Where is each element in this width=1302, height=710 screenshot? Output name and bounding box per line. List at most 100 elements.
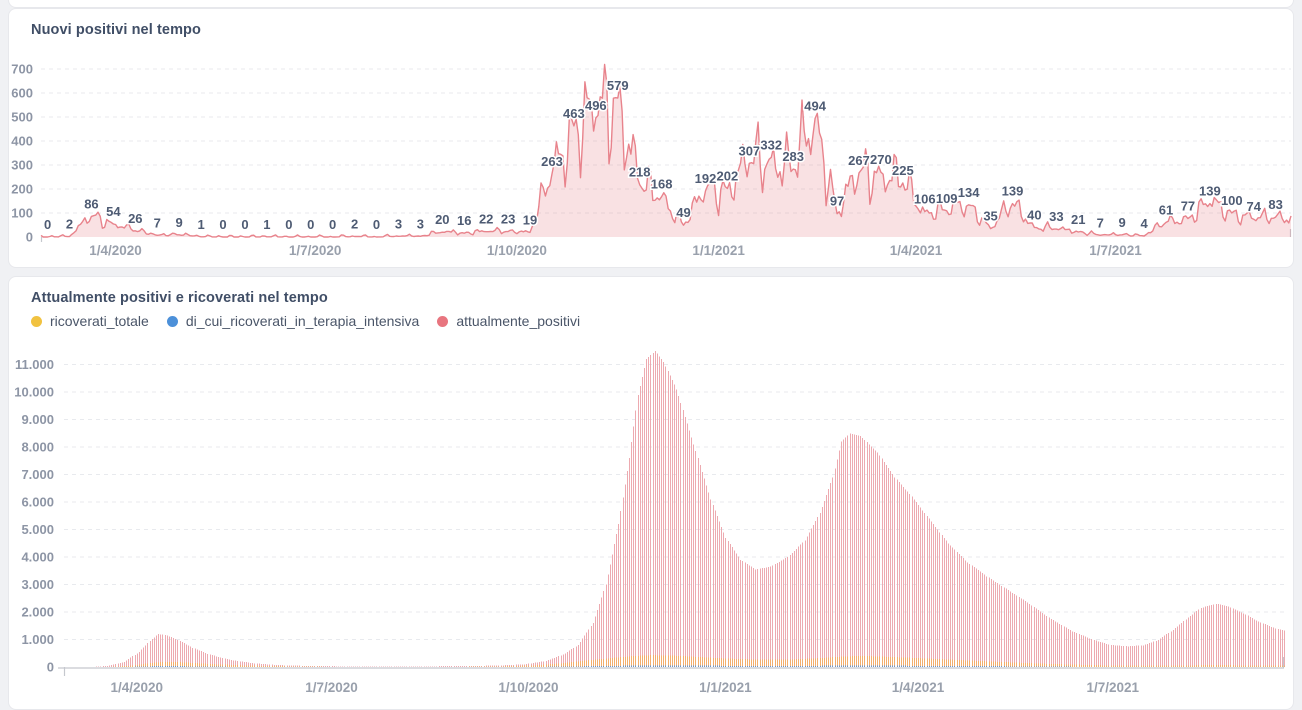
legend-label: di_cui_ricoverati_in_terapia_intensiva [185,313,420,329]
legend-dot-red [437,315,449,327]
point-label: 225 [892,163,914,178]
x-axis-label: 1/4/2021 [890,243,943,258]
y-axis-label: 7.000 [21,467,54,482]
point-label: 0 [307,217,314,232]
y-axis-label: 600 [11,86,33,101]
legend-item-terapia-intensiva[interactable]: di_cui_ricoverati_in_terapia_intensiva [166,313,420,329]
point-label: 7 [1097,215,1104,230]
y-axis-label: 400 [11,134,33,149]
chart-title-active-positives: Attualmente positivi e ricoverati nel te… [31,290,328,306]
point-label: 22 [479,212,493,227]
point-label: 0 [329,217,336,232]
point-label: 20 [435,212,449,227]
point-label: 463 [563,106,585,121]
point-label: 83 [1268,197,1282,212]
point-label: 0 [285,217,292,232]
point-label: 77 [1181,199,1195,214]
x-axis-label: 1/10/2020 [498,680,558,695]
point-label: 1 [197,217,204,232]
point-label: 270 [870,152,892,167]
area-fill [41,64,1291,237]
legend-label: ricoverati_totale [50,313,149,329]
legend-dot-yellow [31,315,42,327]
legend-label: attualmente_positivi [456,313,581,329]
active-positives-bar-chart: 0 1.000 2.000 3.000 4.000 5.000 6.000 7.000 8.00… [14,350,1286,695]
point-label: 3 [395,216,402,231]
point-label: 106 [914,192,936,207]
x-axis-label: 1/7/2020 [289,243,342,258]
point-label: 202 [717,169,739,184]
x-axis-label: 1/7/2020 [305,680,358,695]
x-axis-label: 1/1/2021 [692,243,745,258]
point-label: 19 [523,212,537,227]
active-positives-card: 0 1.000 2.000 3.000 4.000 5.000 6.000 7.000 8.00… [8,276,1294,710]
point-label: 86 [84,196,98,211]
point-label: 9 [176,215,183,230]
point-label: 16 [457,213,471,228]
x-axis-label: 1/7/2021 [1089,243,1142,258]
bars-ricoverati_totale [112,655,1286,667]
point-label: 2 [351,217,358,232]
point-label: 4 [1140,216,1148,231]
point-label: 218 [629,165,651,180]
bars-attualmente_positivi [95,350,1286,667]
point-label: 283 [782,149,804,164]
point-label: 49 [676,205,690,220]
y-axis-label: 300 [11,158,33,173]
new-positives-card: 0 100 200 300 400 500 600 700 1/4/2020 1/7/2020 1/… [8,8,1294,268]
x-axis-label: 1/1/2021 [699,680,752,695]
y-axis-label: 500 [11,110,33,125]
point-label: 109 [936,191,958,206]
legend: ricoverati_totale di_cui_ricoverati_in_t… [31,313,580,329]
point-label: 494 [804,98,826,113]
y-axis-label: 11.000 [15,357,54,372]
point-label: 100 [1221,193,1243,208]
point-label: 97 [830,194,844,209]
y-axis-label: 200 [11,182,33,197]
point-label: 9 [1119,215,1126,230]
point-label: 33 [1049,209,1063,224]
point-label: 1 [263,217,270,232]
y-axis-label: 700 [11,62,33,77]
point-label: 61 [1159,202,1173,217]
x-axis-label: 1/10/2020 [487,243,547,258]
point-label: 23 [501,211,515,226]
point-label: 35 [983,209,997,224]
point-label: 139 [1002,184,1024,199]
point-label: 579 [607,78,629,93]
x-axis-label: 1/4/2021 [892,680,945,695]
point-label: 134 [958,185,980,200]
legend-item-attualmente-positivi[interactable]: attualmente_positivi [437,313,580,329]
point-label: 26 [128,211,142,226]
point-label: 7 [154,215,161,230]
x-axis-label: 1/4/2020 [89,243,142,258]
point-label: 332 [760,137,782,152]
y-axis-label: 100 [11,206,33,221]
point-label: 2 [66,217,73,232]
point-label: 40 [1027,207,1041,222]
point-label: 263 [541,154,563,169]
point-label: 3 [417,216,424,231]
y-axis-label: 8.000 [21,440,54,455]
previous-card-fragment [8,0,1294,8]
legend-dot-blue [166,315,178,327]
y-axis-label: 4.000 [21,550,54,565]
point-label: 0 [241,217,248,232]
legend-item-ricoverati-totale[interactable]: ricoverati_totale [31,313,149,329]
point-label: 21 [1071,212,1085,227]
chart-title-new-positives: Nuovi positivi nel tempo [31,22,201,38]
point-label: 496 [585,98,607,113]
y-axis-label: 9.000 [21,412,54,427]
y-axis-label: 2.000 [21,605,54,620]
point-label: 74 [1246,199,1261,214]
point-label: 0 [373,217,380,232]
point-label: 168 [651,177,673,192]
x-axis-label: 1/4/2020 [110,680,163,695]
point-label: 0 [219,217,226,232]
y-axis-label: 0 [26,230,33,245]
y-axis-label: 1.000 [21,632,54,647]
point-label: 0 [44,217,51,232]
y-axis-label: 0 [47,660,54,675]
bars-di_cui_ricoverati_in_terapia_intensiva [134,665,1072,667]
